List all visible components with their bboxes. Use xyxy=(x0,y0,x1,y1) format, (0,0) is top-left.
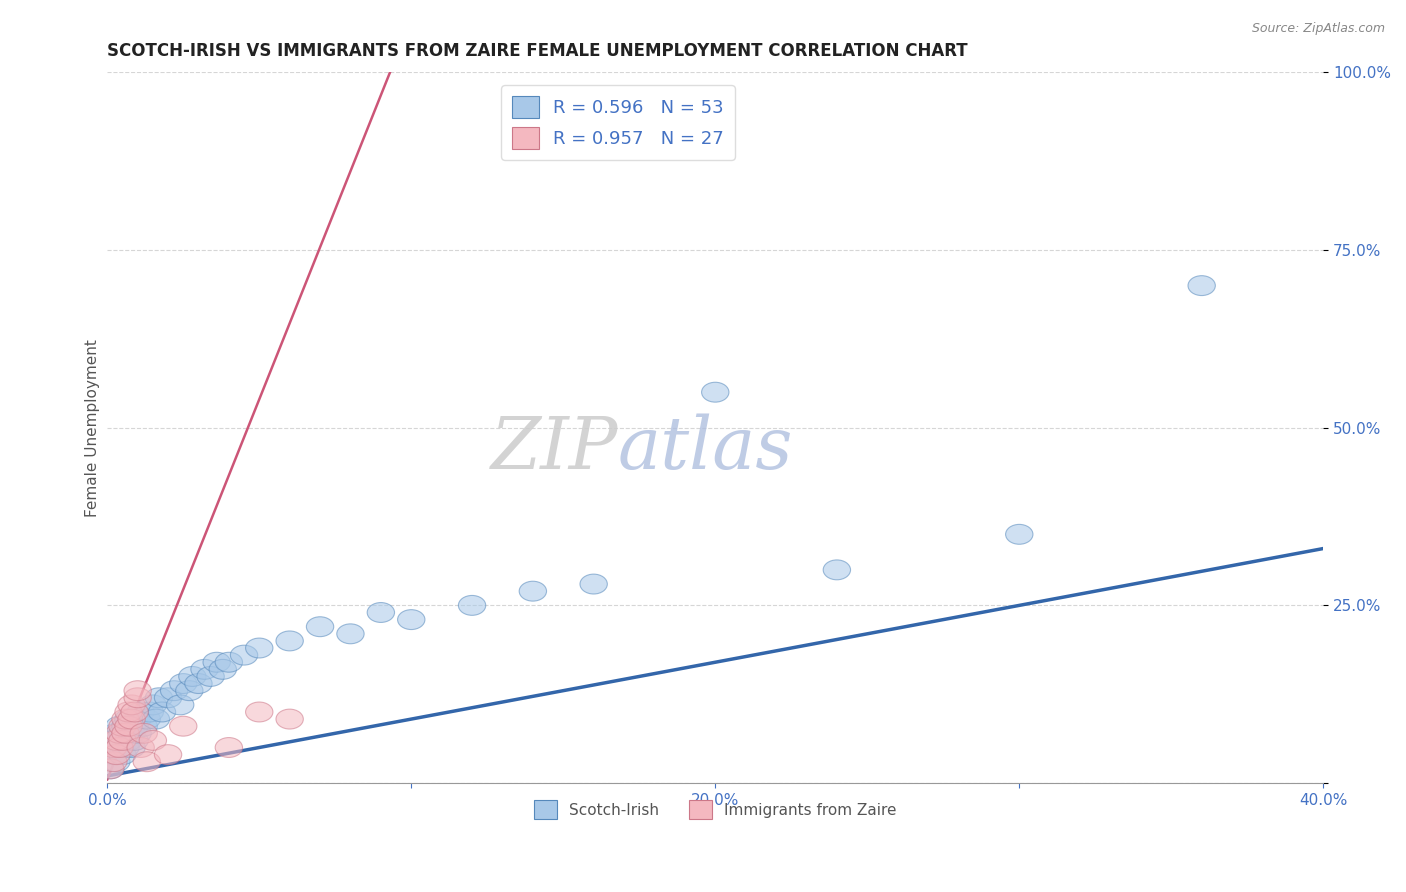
Ellipse shape xyxy=(215,652,242,673)
Y-axis label: Female Unemployment: Female Unemployment xyxy=(86,339,100,516)
Ellipse shape xyxy=(100,738,127,757)
Ellipse shape xyxy=(246,638,273,658)
Ellipse shape xyxy=(124,709,152,729)
Ellipse shape xyxy=(142,709,170,729)
Ellipse shape xyxy=(179,666,207,687)
Ellipse shape xyxy=(121,702,148,722)
Text: atlas: atlas xyxy=(619,414,793,484)
Ellipse shape xyxy=(115,731,142,750)
Ellipse shape xyxy=(108,716,136,736)
Ellipse shape xyxy=(112,738,139,757)
Ellipse shape xyxy=(124,681,152,700)
Ellipse shape xyxy=(100,731,127,750)
Ellipse shape xyxy=(118,723,145,743)
Text: ZIP: ZIP xyxy=(491,414,619,484)
Ellipse shape xyxy=(215,738,242,757)
Ellipse shape xyxy=(121,716,148,736)
Ellipse shape xyxy=(155,745,181,764)
Ellipse shape xyxy=(105,716,134,736)
Ellipse shape xyxy=(134,752,160,772)
Ellipse shape xyxy=(115,702,142,722)
Ellipse shape xyxy=(184,673,212,693)
Ellipse shape xyxy=(170,716,197,736)
Ellipse shape xyxy=(97,759,124,779)
Ellipse shape xyxy=(127,738,155,757)
Ellipse shape xyxy=(1188,276,1215,295)
Ellipse shape xyxy=(1005,524,1033,544)
Ellipse shape xyxy=(136,702,163,722)
Ellipse shape xyxy=(155,688,181,707)
Ellipse shape xyxy=(118,738,145,757)
Ellipse shape xyxy=(103,745,129,764)
Ellipse shape xyxy=(124,688,152,707)
Ellipse shape xyxy=(118,695,145,714)
Ellipse shape xyxy=(337,624,364,644)
Ellipse shape xyxy=(100,745,127,764)
Ellipse shape xyxy=(398,609,425,630)
Ellipse shape xyxy=(148,702,176,722)
Ellipse shape xyxy=(367,602,395,623)
Ellipse shape xyxy=(170,673,197,693)
Ellipse shape xyxy=(134,709,160,729)
Ellipse shape xyxy=(702,383,728,402)
Ellipse shape xyxy=(121,731,148,750)
Ellipse shape xyxy=(105,723,134,743)
Ellipse shape xyxy=(246,702,273,722)
Ellipse shape xyxy=(108,745,136,764)
Ellipse shape xyxy=(108,723,136,743)
Ellipse shape xyxy=(112,716,139,736)
Ellipse shape xyxy=(276,709,304,729)
Ellipse shape xyxy=(202,652,231,673)
Ellipse shape xyxy=(581,574,607,594)
Ellipse shape xyxy=(105,738,134,757)
Legend: Scotch-Irish, Immigrants from Zaire: Scotch-Irish, Immigrants from Zaire xyxy=(527,794,903,825)
Ellipse shape xyxy=(209,659,236,680)
Ellipse shape xyxy=(118,709,145,729)
Ellipse shape xyxy=(124,723,152,743)
Ellipse shape xyxy=(307,616,333,637)
Ellipse shape xyxy=(103,731,129,750)
Ellipse shape xyxy=(519,582,547,601)
Ellipse shape xyxy=(115,709,142,729)
Ellipse shape xyxy=(458,596,485,615)
Ellipse shape xyxy=(100,752,127,772)
Ellipse shape xyxy=(166,695,194,714)
Text: SCOTCH-IRISH VS IMMIGRANTS FROM ZAIRE FEMALE UNEMPLOYMENT CORRELATION CHART: SCOTCH-IRISH VS IMMIGRANTS FROM ZAIRE FE… xyxy=(107,42,967,60)
Text: Source: ZipAtlas.com: Source: ZipAtlas.com xyxy=(1251,22,1385,36)
Ellipse shape xyxy=(115,716,142,736)
Ellipse shape xyxy=(108,731,136,750)
Ellipse shape xyxy=(105,738,134,757)
Ellipse shape xyxy=(112,709,139,729)
Ellipse shape xyxy=(160,681,188,700)
Ellipse shape xyxy=(197,666,225,687)
Ellipse shape xyxy=(103,752,129,772)
Ellipse shape xyxy=(191,659,218,680)
Ellipse shape xyxy=(231,645,257,665)
Ellipse shape xyxy=(127,702,155,722)
Ellipse shape xyxy=(97,759,124,779)
Ellipse shape xyxy=(276,631,304,651)
Ellipse shape xyxy=(139,695,166,714)
Ellipse shape xyxy=(823,560,851,580)
Ellipse shape xyxy=(129,723,157,743)
Ellipse shape xyxy=(176,681,202,700)
Ellipse shape xyxy=(112,723,139,743)
Ellipse shape xyxy=(139,731,166,750)
Ellipse shape xyxy=(129,716,157,736)
Ellipse shape xyxy=(145,688,173,707)
Ellipse shape xyxy=(103,723,129,743)
